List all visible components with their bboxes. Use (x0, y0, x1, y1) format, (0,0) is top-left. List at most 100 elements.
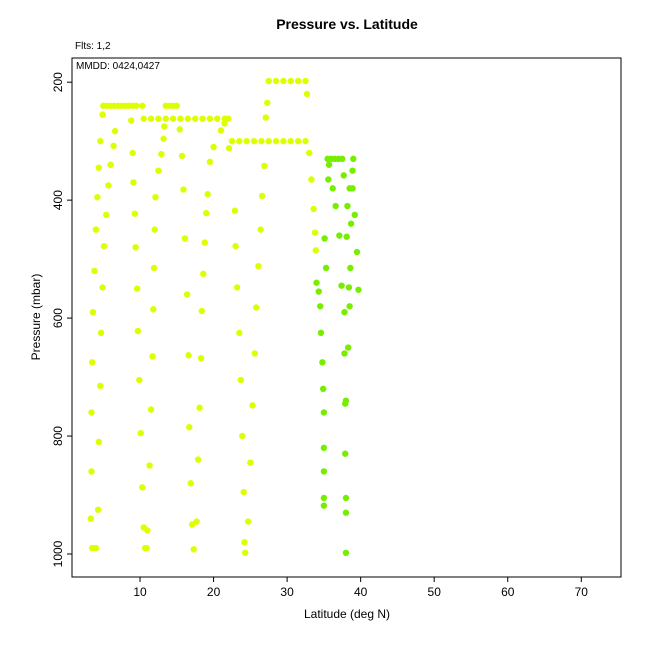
y-axis-label: Pressure (mbar) (29, 274, 43, 361)
data-point (280, 137, 287, 145)
data-point (130, 179, 137, 186)
data-point (342, 549, 350, 557)
data-point (197, 354, 205, 362)
data-point (190, 546, 197, 553)
data-point (294, 137, 302, 145)
data-point (338, 282, 345, 289)
data-point (89, 359, 96, 366)
data-point (236, 329, 243, 337)
data-point (320, 494, 328, 502)
data-point (247, 459, 254, 466)
data-point (180, 186, 187, 193)
data-point (342, 397, 350, 404)
data-point (95, 164, 103, 171)
data-point (162, 115, 169, 122)
data-point (237, 376, 244, 384)
data-point (342, 450, 349, 457)
data-point (129, 149, 136, 157)
data-point (243, 137, 250, 145)
data-point (341, 350, 348, 357)
data-point (105, 182, 112, 189)
data-point (97, 137, 104, 145)
data-point (272, 137, 280, 145)
data-point (133, 102, 140, 109)
data-point (173, 102, 180, 109)
data-point (178, 152, 186, 160)
data-point (320, 468, 328, 475)
data-point (257, 226, 264, 233)
data-point (146, 462, 153, 469)
annotation: Flts: 1,2 (75, 41, 111, 52)
data-point (128, 117, 135, 124)
data-point (133, 285, 141, 292)
x-tick-label: 10 (133, 585, 147, 599)
data-point (150, 264, 158, 272)
y-tick-label: 1000 (51, 540, 65, 567)
data-point (137, 429, 144, 437)
data-point (320, 444, 328, 452)
data-point (231, 207, 239, 214)
data-point (132, 244, 139, 251)
data-point (317, 329, 325, 337)
x-tick-label: 40 (354, 585, 368, 599)
data-point (347, 220, 355, 227)
data-point (206, 115, 214, 122)
data-point (183, 291, 191, 298)
data-point (155, 167, 162, 174)
data-point (204, 191, 211, 198)
data-point (287, 137, 294, 145)
y-tick-label: 600 (51, 308, 65, 328)
data-point (347, 264, 354, 272)
data-point (340, 172, 347, 179)
data-point (199, 115, 206, 122)
data-point (147, 406, 155, 413)
data-point (99, 111, 106, 118)
data-point (320, 409, 328, 416)
data-point (239, 432, 246, 440)
data-point (258, 137, 265, 145)
data-point (341, 308, 348, 316)
data-point (155, 115, 162, 122)
data-point (217, 127, 225, 134)
data-point (198, 307, 206, 315)
data-point (102, 211, 110, 219)
x-tick-label: 50 (428, 585, 442, 599)
data-point (261, 162, 268, 170)
data-point (110, 142, 117, 150)
data-point (312, 247, 319, 254)
data-point (303, 90, 311, 98)
data-point (161, 123, 168, 130)
data-point (233, 284, 241, 291)
plot-area (87, 77, 362, 557)
data-point (203, 209, 210, 217)
data-point (311, 229, 319, 236)
data-point (210, 143, 217, 151)
data-point (88, 468, 95, 475)
data-point (287, 77, 294, 85)
data-point (144, 527, 151, 534)
data-point (150, 306, 157, 313)
data-point (97, 382, 104, 390)
data-point (89, 308, 97, 316)
x-tick-label: 70 (575, 585, 589, 599)
plot-frame (71, 57, 622, 578)
data-point (185, 352, 192, 359)
data-point (99, 284, 106, 291)
data-point (232, 242, 239, 250)
data-point (302, 137, 309, 145)
data-point (177, 115, 184, 122)
data-point (160, 135, 167, 142)
data-point (344, 202, 351, 210)
data-point (181, 235, 189, 242)
data-point (264, 99, 271, 107)
data-point (187, 480, 194, 487)
data-point (152, 193, 159, 201)
data-point (308, 176, 315, 183)
data-point (100, 242, 108, 250)
data-point (236, 137, 243, 145)
data-point (253, 304, 260, 311)
data-point (241, 549, 249, 557)
data-point (94, 193, 101, 201)
data-point (158, 150, 165, 158)
